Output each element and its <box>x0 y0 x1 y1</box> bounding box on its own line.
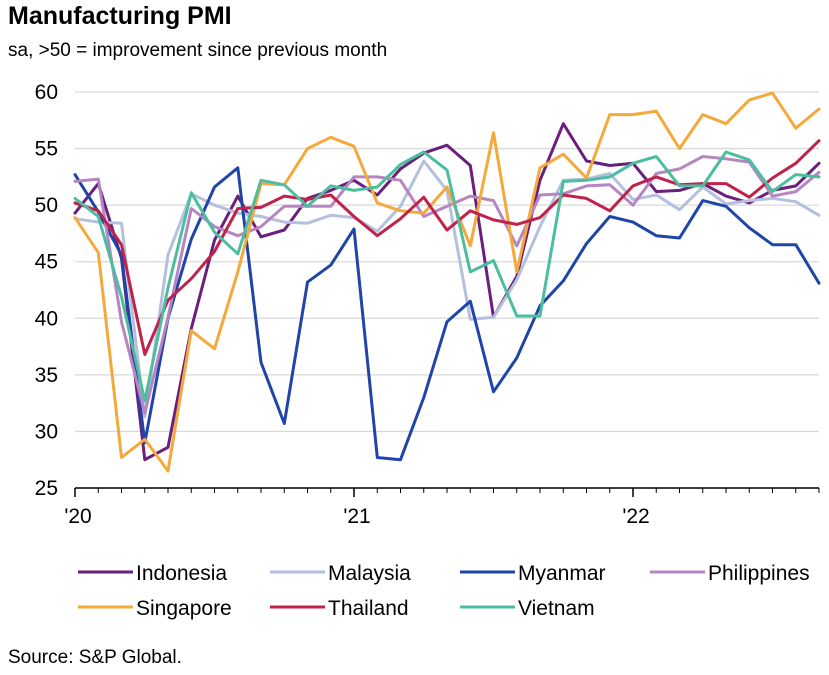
x-tick-label: '22 <box>622 505 649 528</box>
x-axis: '20 '21 '22 <box>64 487 820 528</box>
y-tick-label: 25 <box>35 477 58 500</box>
series-line-malaysia <box>73 159 821 419</box>
legend-label-myanmar: Myanmar <box>518 562 606 585</box>
series-line-singapore <box>73 91 821 473</box>
legend-label-thailand: Thailand <box>328 597 409 620</box>
y-tick-label: 40 <box>35 307 58 330</box>
series-lines <box>73 91 821 473</box>
legend-label-philippines: Philippines <box>708 562 810 585</box>
series-line-thailand <box>73 139 821 356</box>
y-tick-label: 55 <box>35 138 58 161</box>
legend-label-singapore: Singapore <box>136 597 232 620</box>
chart-subtitle: sa, >50 = improvement since previous mon… <box>8 40 388 61</box>
y-tick-label: 35 <box>35 364 58 387</box>
chart-title: Manufacturing PMI <box>8 2 232 30</box>
series-line-vietnam <box>73 150 821 403</box>
gridlines <box>75 91 819 433</box>
x-tick-label: '20 <box>64 505 91 528</box>
legend-label-indonesia: Indonesia <box>136 562 227 585</box>
legend: Indonesia Malaysia Myanmar Philippines Singa… <box>78 562 810 620</box>
legend-label-malaysia: Malaysia <box>328 562 411 585</box>
y-tick-label: 60 <box>35 81 58 104</box>
y-tick-label: 30 <box>35 420 58 443</box>
y-axis-ticks: 25 30 35 40 45 50 55 60 <box>35 81 58 500</box>
source-note: Source: S&P Global. <box>8 647 182 668</box>
pmi-line-chart: 25 30 35 40 45 50 55 60 '20 '21 '22 Indonesia Mala… <box>35 81 821 620</box>
y-tick-label: 50 <box>35 194 58 217</box>
series-line-philippines <box>73 155 821 415</box>
y-tick-label: 45 <box>35 251 58 274</box>
legend-label-vietnam: Vietnam <box>518 597 595 620</box>
x-tick-label: '21 <box>343 505 370 528</box>
series-line-myanmar <box>73 166 821 462</box>
